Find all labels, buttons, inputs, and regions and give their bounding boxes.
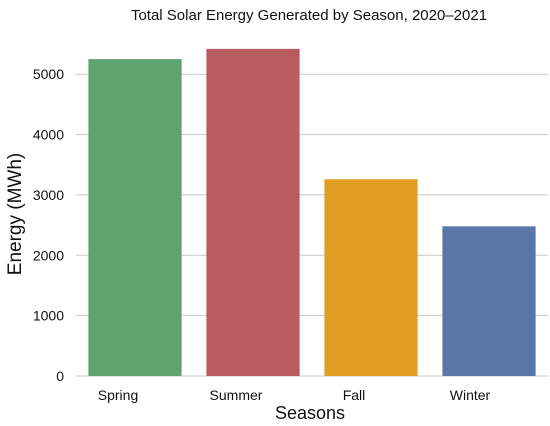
bar-fall	[324, 179, 418, 376]
x-tick-label: Winter	[450, 387, 491, 403]
x-tick-label: Summer	[210, 387, 263, 403]
y-tick-label: 3000	[33, 187, 64, 203]
y-tick-label: 2000	[33, 247, 64, 263]
chart-title: Total Solar Energy Generated by Season, …	[131, 7, 487, 24]
y-tick-label: 1000	[33, 308, 64, 324]
tick-labels: 0 1000 2000 3000 4000 5000 Spring Summer Fall Win…	[33, 66, 491, 403]
y-tick-label: 4000	[33, 127, 64, 143]
x-axis-label: Seasons	[275, 403, 345, 423]
y-tick-label: 0	[56, 368, 64, 384]
bar-spring	[88, 59, 182, 376]
bars	[88, 48, 536, 376]
bar-summer	[206, 48, 300, 376]
x-tick-label: Spring	[98, 387, 138, 403]
y-tick-label: 5000	[33, 66, 64, 82]
y-axis-label: Energy (MWh)	[5, 153, 26, 275]
bar-winter	[442, 226, 536, 376]
x-tick-label: Fall	[343, 387, 366, 403]
